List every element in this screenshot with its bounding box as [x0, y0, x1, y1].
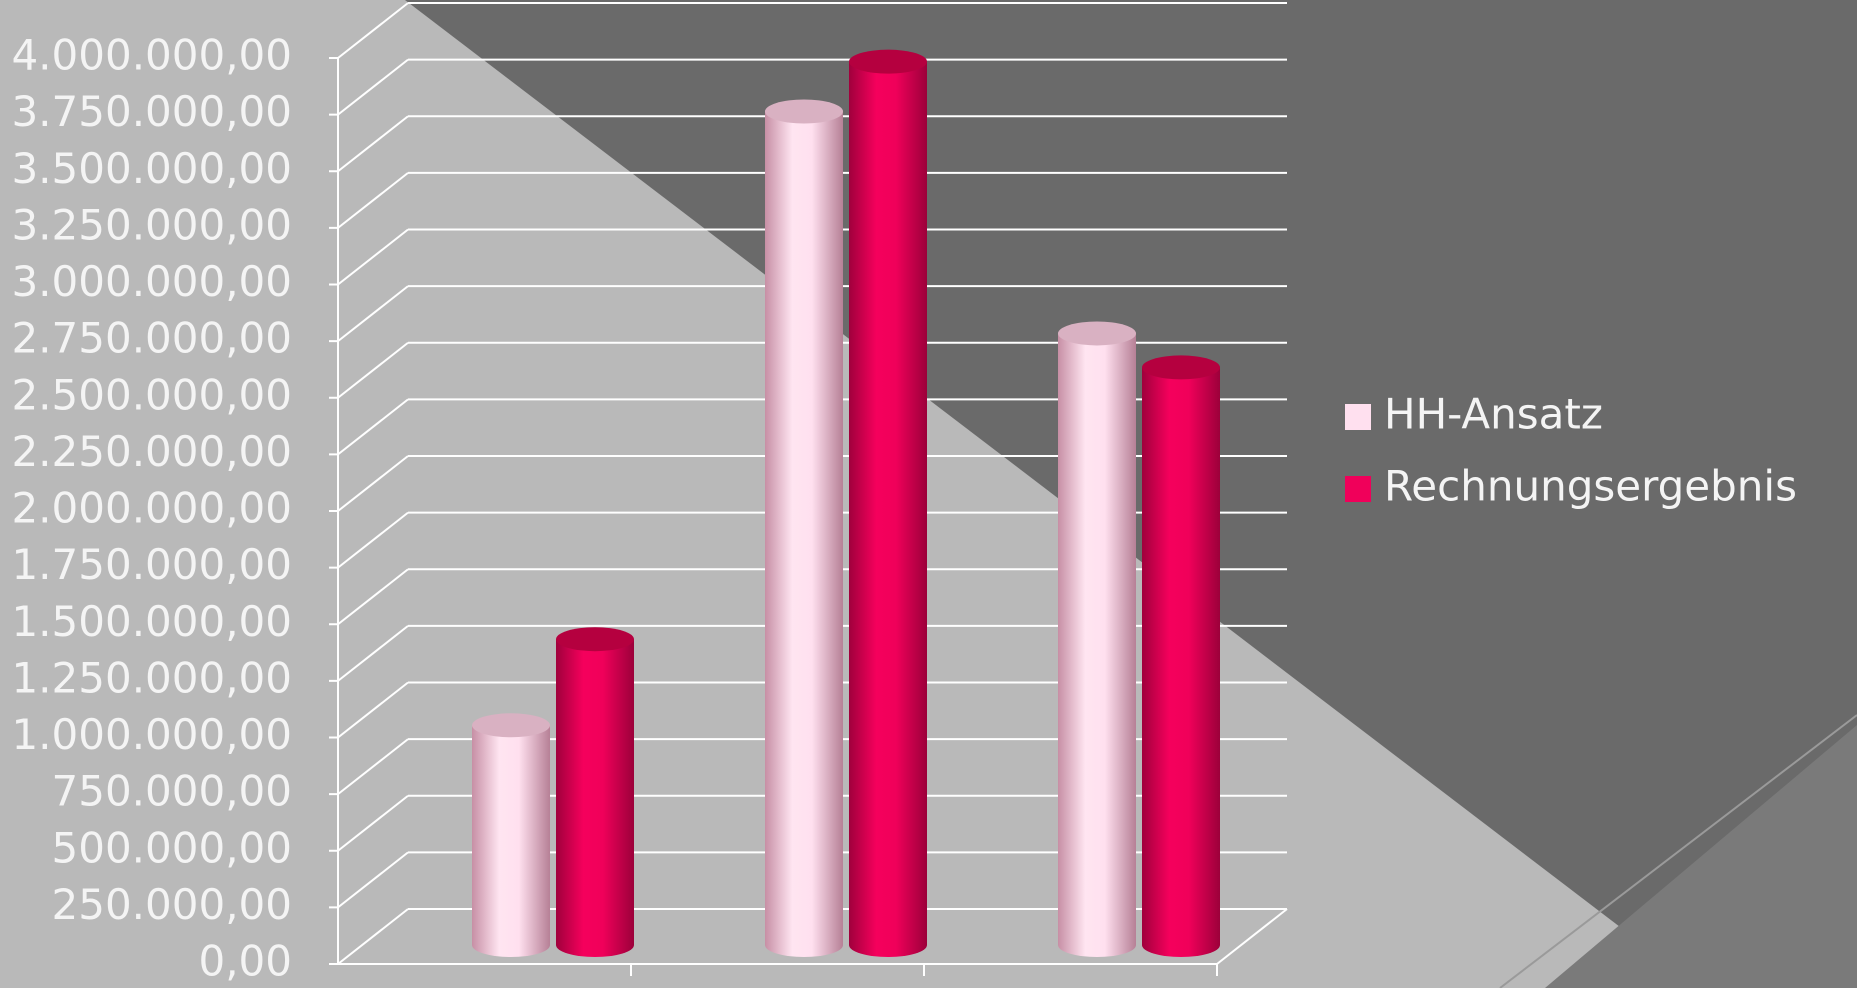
- y-tick-label: 2.500.000,00: [11, 370, 292, 419]
- y-tick-label: 500.000,00: [52, 823, 292, 872]
- legend: HH-Ansatz Rechnungsergebnis: [1345, 390, 1797, 511]
- gridline: [329, 228, 1287, 286]
- y-tick-label: 1.500.000,00: [11, 597, 292, 646]
- bar: [556, 627, 634, 957]
- bar: [765, 99, 843, 958]
- y-tick-label: 4.000.000,00: [11, 31, 292, 80]
- y-tick-label: 2.250.000,00: [11, 427, 292, 476]
- gridline: [329, 738, 1287, 796]
- y-tick-label: 750.000,00: [52, 767, 292, 816]
- background-accent-line: [1499, 714, 1857, 988]
- gridline: [329, 455, 1287, 512]
- y-tick-label: 2.000.000,00: [11, 484, 292, 533]
- legend-label: HH-Ansatz: [1384, 390, 1603, 439]
- gridline: [329, 285, 1287, 343]
- y-tick-label: 3.000.000,00: [11, 257, 292, 306]
- gridline: [329, 58, 1287, 116]
- y-tick-label: 3.750.000,00: [11, 87, 292, 136]
- gridline: [329, 794, 1287, 852]
- gridline: [329, 908, 1287, 965]
- y-tick-label: 1.000.000,00: [11, 710, 292, 759]
- bar: [472, 713, 550, 957]
- gridline: [329, 398, 1287, 456]
- background-corner-accent: [1545, 725, 1857, 988]
- y-tick-label: 3.250.000,00: [11, 200, 292, 249]
- gridline: [329, 568, 1287, 626]
- y-axis-tick-labels: 0,00 250.000,00 500.000,00 750.000,00 1.000.…: [11, 31, 292, 986]
- gridline: [329, 115, 1287, 173]
- y-tick-label: 1.750.000,00: [11, 540, 292, 589]
- y-tick-label: 0,00: [198, 937, 292, 986]
- bar: [849, 49, 927, 957]
- legend-swatch: [1345, 476, 1371, 502]
- legend-swatch: [1345, 404, 1371, 430]
- floor-right-edge: [1216, 908, 1288, 965]
- gridline: [329, 511, 1287, 569]
- gridline: [329, 681, 1287, 739]
- bar: [1058, 321, 1136, 957]
- bar: [1142, 355, 1220, 957]
- legend-label: Rechnungsergebnis: [1384, 462, 1797, 511]
- gridline: [329, 171, 1287, 229]
- grid: [329, 2, 1287, 965]
- gridline: [329, 2, 1287, 59]
- gridline: [329, 341, 1287, 399]
- legend-item: HH-Ansatz: [1345, 390, 1603, 439]
- gridline: [329, 624, 1287, 682]
- y-tick-label: 3.500.000,00: [11, 144, 292, 193]
- gridline: [329, 851, 1287, 909]
- y-tick-label: 1.250.000,00: [11, 653, 292, 702]
- y-tick-label: 250.000,00: [52, 880, 292, 929]
- bars: [472, 49, 1220, 958]
- y-tick-label: 2.750.000,00: [11, 314, 292, 363]
- axes: [337, 58, 1288, 976]
- legend-item: Rechnungsergebnis: [1345, 462, 1797, 511]
